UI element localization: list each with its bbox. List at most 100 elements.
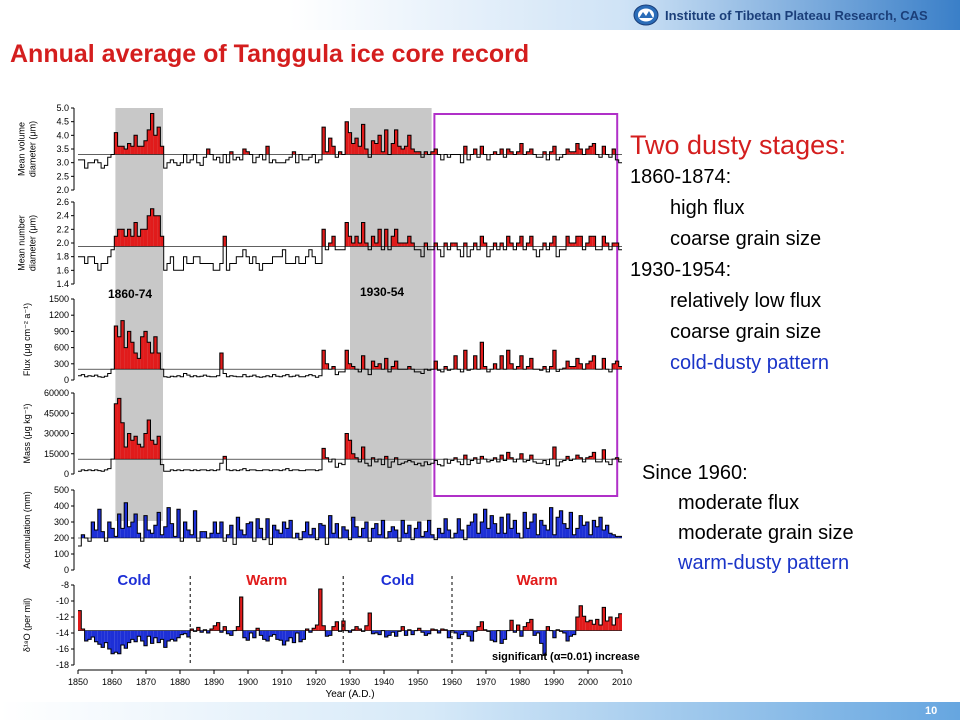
data-bar [414,528,418,538]
data-bar [328,515,332,538]
data-bar [371,361,375,370]
data-bar [562,368,566,370]
data-bar [569,151,573,155]
y-tick-label: 300 [54,359,69,369]
data-bar [443,366,448,370]
data-bar [127,433,131,460]
data-bar [542,630,547,656]
data-bar [506,350,510,370]
data-bar [134,514,138,538]
y-tick-label: 400 [54,501,69,511]
data-bar [407,236,411,247]
data-bar [500,455,504,460]
data-bar [124,447,128,460]
data-bar [176,630,181,638]
data-bar [608,617,613,631]
data-bar [124,347,128,370]
data-bar [282,522,286,538]
data-bar [394,229,398,247]
y-tick-label: 2.5 [56,171,69,181]
data-bar [226,534,230,538]
x-tick-label: 1930 [340,677,360,687]
data-bar [378,135,382,155]
data-bar [364,243,369,247]
data-bar [289,520,293,538]
data-bar [371,140,375,155]
data-bar [213,625,217,631]
y-tick-label: 300 [54,517,69,527]
data-bar [585,363,590,370]
data-bar [559,510,563,538]
data-bar [117,146,121,155]
data-bar [130,236,135,247]
data-bar [97,509,102,538]
data-bar [246,630,250,641]
data-bar [589,361,593,370]
x-tick-label: 1990 [544,677,564,687]
data-bar [242,630,247,638]
data-bar [427,630,431,634]
data-bar [605,243,609,247]
data-bar [483,366,487,370]
data-bar [516,366,520,370]
data-bar [265,146,270,155]
data-bar [526,622,530,631]
data-bar [153,525,158,538]
data-bar [532,514,537,538]
data-bar [384,129,388,155]
data-bar [351,366,355,370]
data-bar [394,457,398,460]
data-bar [476,626,481,631]
y-tick-label: 0 [64,469,69,479]
data-bar [114,236,118,247]
data-bar [163,630,168,648]
data-bar [480,146,484,155]
data-bar [605,621,609,631]
data-bar [516,243,520,247]
data-bar [206,149,210,155]
data-bar [401,626,405,631]
data-bar [259,528,263,538]
data-bar [176,509,181,538]
data-bar [325,151,329,155]
data-bar [509,363,514,370]
data-bar [285,630,290,641]
x-tick-label: 1910 [272,677,292,687]
data-bar [463,630,468,633]
shaded-period-label: 1860-74 [108,287,152,301]
data-bar [523,626,527,631]
data-bar [305,629,309,631]
data-bar [302,630,306,640]
data-bar [229,151,233,155]
y-tick-label: 1500 [49,294,69,304]
data-bar [120,630,125,645]
ice-core-chart: 1860-74 1930-54 2.0 2.5 3.0 3.5 4.0 4.5 5.0 Mean … [17,103,640,700]
data-bar [470,522,474,538]
data-bar [490,630,494,641]
data-bar [137,533,141,538]
data-bar [417,151,421,155]
data-bar [463,243,468,247]
data-bar [467,525,471,538]
data-bar [157,215,161,247]
data-bar [404,146,408,155]
data-bar [565,528,570,538]
shaded-period-label: 1930-54 [360,285,404,299]
data-bar [183,522,187,538]
data-bar [434,149,438,155]
data-bar [348,630,352,633]
data-bar [529,358,533,370]
data-bar [371,457,375,460]
data-bar [223,236,227,247]
data-bar [203,531,207,538]
data-bar [490,515,494,538]
data-bar [532,630,537,636]
footer-bar [0,702,960,720]
data-bar [463,455,468,460]
data-bar [602,607,606,631]
y-tick-label: -12 [56,612,69,622]
data-bar [325,630,329,637]
data-bar [480,342,484,370]
data-bar [552,146,557,155]
data-bar [549,151,553,155]
